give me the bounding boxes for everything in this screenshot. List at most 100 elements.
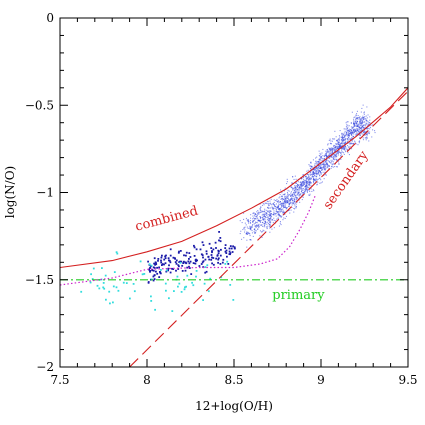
sdss-point (299, 194, 301, 196)
cluster-point (161, 263, 164, 265)
cluster-point (207, 255, 210, 258)
cluster-point (161, 254, 163, 257)
sdss-point (288, 198, 290, 200)
sdss-point (241, 238, 243, 240)
cluster-point (224, 250, 227, 253)
sdss-point (351, 131, 353, 133)
sdss-point (338, 150, 340, 152)
sdss-point (308, 175, 310, 177)
sdss-point (351, 142, 353, 144)
sdss-point (350, 126, 352, 128)
sdss-point (356, 132, 358, 134)
sdss-point (318, 169, 320, 171)
sdss-point (301, 182, 303, 184)
sdss-point (267, 222, 269, 224)
sdss-point (329, 138, 331, 140)
lowz-point (191, 281, 193, 284)
sdss-point (353, 136, 355, 138)
sdss-point (353, 122, 355, 124)
sdss-point (301, 194, 303, 196)
sdss-point (284, 194, 286, 196)
sdss-point (285, 197, 287, 199)
sdss-point (358, 117, 360, 119)
sdss-point (369, 131, 371, 133)
sdss-point (268, 203, 270, 205)
sdss-point (326, 155, 328, 157)
sdss-point (361, 120, 363, 122)
sdss-point (263, 213, 265, 215)
sdss-point (310, 185, 312, 187)
sdss-point (269, 225, 271, 227)
sdss-point (338, 141, 340, 143)
sdss-point (335, 156, 337, 158)
sdss-point (279, 215, 281, 217)
sdss-point (351, 136, 353, 138)
sdss-point (255, 221, 257, 223)
sdss-point (290, 194, 292, 196)
sdss-point (311, 168, 313, 170)
cluster-point (221, 261, 224, 264)
sdss-point (295, 185, 297, 187)
sdss-point (248, 222, 250, 224)
sdss-point (356, 113, 358, 115)
sdss-point (340, 146, 342, 148)
sdss-point (246, 233, 248, 235)
sdss-point (321, 169, 323, 171)
sdss-point (273, 204, 275, 206)
sdss-point (310, 188, 312, 190)
sdss-point (247, 220, 249, 222)
sdss-point (302, 177, 304, 179)
lowz-point (105, 298, 107, 301)
sdss-point (249, 225, 251, 227)
sdss-point (260, 221, 262, 223)
sdss-point (347, 130, 349, 132)
sdss-point (360, 123, 362, 125)
sdss-point (240, 230, 242, 232)
cluster-point (167, 269, 169, 272)
sdss-point (354, 140, 356, 142)
sdss-point (341, 139, 343, 141)
sdss-point (273, 205, 275, 207)
sdss-point (363, 113, 365, 115)
sdss-point (273, 210, 275, 212)
sdss-point (294, 208, 296, 210)
sdss-point (275, 213, 277, 215)
sdss-point (344, 137, 346, 139)
sdss-point (367, 127, 369, 129)
sdss-point (256, 225, 258, 227)
sdss-point (302, 196, 304, 198)
sdss-point (329, 157, 331, 159)
cluster-point (175, 262, 178, 265)
cluster-point (156, 266, 158, 269)
sdss-point (355, 131, 357, 133)
sdss-point (336, 151, 338, 153)
sdss-point (303, 182, 305, 184)
sdss-point (365, 124, 367, 126)
cluster-point (169, 261, 172, 264)
sdss-point (353, 116, 355, 118)
sdss-point (278, 225, 280, 227)
sdss-point (309, 181, 311, 183)
sdss-point (292, 197, 294, 199)
sdss-point (280, 210, 282, 212)
sdss-point (266, 214, 268, 216)
sdss-point (312, 170, 314, 172)
cluster-point (177, 264, 180, 267)
cluster-point (217, 252, 220, 255)
sdss-point (317, 178, 319, 180)
cluster-point (177, 268, 180, 270)
sdss-point (283, 217, 285, 219)
sdss-point (284, 199, 286, 201)
sdss-point (363, 111, 365, 113)
cluster-point (178, 265, 180, 268)
sdss-point (344, 138, 346, 140)
sdss-point (359, 127, 361, 129)
sdss-point (243, 227, 245, 229)
sdss-point (316, 174, 318, 176)
lowz-point (177, 285, 179, 288)
sdss-point (280, 208, 282, 210)
cluster-point (218, 231, 220, 233)
sdss-point (281, 215, 283, 217)
sdss-point (318, 162, 320, 164)
sdss-point (325, 154, 327, 156)
